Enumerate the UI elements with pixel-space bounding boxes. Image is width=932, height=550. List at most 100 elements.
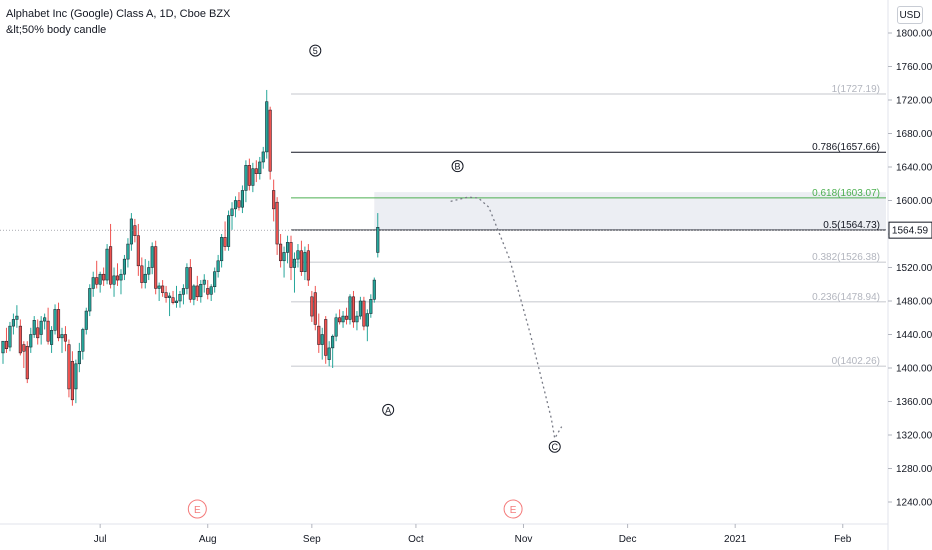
candle-down: [237, 192, 241, 211]
candle-up: [11, 313, 15, 335]
candle-down: [268, 106, 272, 180]
candle-body: [338, 317, 342, 323]
candle-body: [1, 340, 5, 354]
candle-down: [313, 285, 317, 331]
wave-label-circle: [451, 160, 464, 173]
candle-up: [168, 292, 172, 317]
candle-body: [126, 243, 130, 260]
candle-down: [4, 327, 9, 353]
candle-down: [289, 235, 293, 281]
candle-down: [206, 280, 210, 300]
candle-body: [227, 215, 231, 247]
candle-up: [265, 89, 269, 159]
candle-up: [29, 327, 33, 353]
time-tick-label: 2021: [724, 534, 747, 545]
candle-body: [178, 294, 182, 302]
candle-body: [112, 275, 116, 285]
projection-path: [450, 196, 563, 441]
candle-body: [289, 242, 293, 268]
candle-body: [143, 273, 147, 283]
time-tick-label: Sep: [303, 534, 321, 545]
candle-body: [292, 258, 297, 268]
candle-up: [147, 260, 151, 281]
earnings-circle: [187, 499, 207, 519]
wave-label-5: 5: [309, 44, 322, 57]
candle-down: [70, 351, 74, 406]
candle-body: [115, 275, 120, 281]
wave-labels-layer: 5 A B C: [309, 44, 561, 453]
candle-down: [362, 296, 366, 331]
candle-up: [240, 185, 244, 214]
candle-up: [202, 274, 206, 293]
candle-down: [272, 179, 276, 222]
candle-down: [115, 263, 120, 286]
candle-body: [15, 315, 19, 320]
wave-label-c: C: [548, 440, 561, 453]
candle-body: [168, 295, 172, 298]
candle-body: [272, 190, 276, 210]
candle-body: [320, 334, 324, 345]
earnings-text: E: [194, 505, 201, 516]
candle-up: [122, 254, 127, 281]
candle-up: [216, 254, 220, 278]
candle-body: [67, 344, 71, 390]
candle-body: [220, 237, 224, 262]
candle-body: [195, 285, 199, 298]
candle-body: [372, 279, 376, 300]
candle-body: [230, 208, 234, 216]
candle-down: [299, 240, 303, 276]
candle-body: [237, 200, 241, 208]
candle-body: [133, 225, 137, 236]
candle-up: [129, 213, 133, 251]
price-tick-label: 1800.00: [896, 29, 932, 40]
candle-up: [98, 271, 102, 293]
candle-up: [355, 311, 359, 331]
candle-body: [233, 200, 238, 210]
candle-down: [338, 309, 342, 325]
earnings-marker: E: [503, 499, 523, 519]
candle-body: [376, 227, 380, 253]
fibonacci-retracement[interactable]: 1(1727.19) 0.786(1657.66) 0.618(1603.07) 0.…: [291, 84, 886, 367]
price-axis[interactable]: 1800.00 1760.00 1720.00 1680.00 1640.00 1600.…: [888, 29, 932, 509]
candle-up: [143, 259, 147, 289]
candle-body: [188, 267, 192, 300]
candle-up: [119, 269, 123, 295]
price-tick-label: 1760.00: [896, 62, 932, 73]
fib-level-label: 0.618(1603.07): [812, 188, 880, 199]
candle-body: [105, 248, 109, 281]
candle-down: [164, 285, 168, 303]
candle-body: [56, 309, 61, 339]
candle-down: [324, 316, 328, 364]
candle-up: [303, 246, 307, 281]
candle-up: [105, 244, 109, 285]
candle-body: [251, 168, 255, 186]
candle-up: [150, 242, 154, 275]
fib-zone: [374, 192, 886, 231]
candle-body: [46, 320, 50, 342]
candle-up: [230, 202, 234, 230]
price-tick-label: 1520.00: [896, 263, 932, 274]
candle-body: [334, 317, 338, 337]
wave-label-text: 5: [313, 46, 318, 56]
time-axis[interactable]: Jul Aug Sep Oct Nov Dec 2021 Feb: [94, 524, 852, 545]
candle-body: [50, 330, 54, 345]
candle-up: [77, 342, 81, 373]
last-price-box: [888, 221, 932, 239]
currency-button[interactable]: USD: [897, 6, 923, 24]
price-tick-label: 1280.00: [896, 464, 932, 475]
price-tick-label: 1400.00: [896, 364, 932, 375]
candle-body: [157, 285, 161, 289]
candle-up: [358, 296, 362, 320]
candle-down: [46, 307, 50, 345]
candle-body: [171, 297, 175, 303]
candle-body: [109, 246, 113, 285]
wave-label-text: C: [551, 442, 558, 452]
price-tick-label: 1440.00: [896, 330, 932, 341]
price-tick-label: 1640.00: [896, 163, 932, 174]
candle-body: [327, 347, 331, 360]
candle-body: [122, 258, 127, 275]
candle-up: [331, 334, 335, 368]
candle-down: [67, 339, 71, 398]
